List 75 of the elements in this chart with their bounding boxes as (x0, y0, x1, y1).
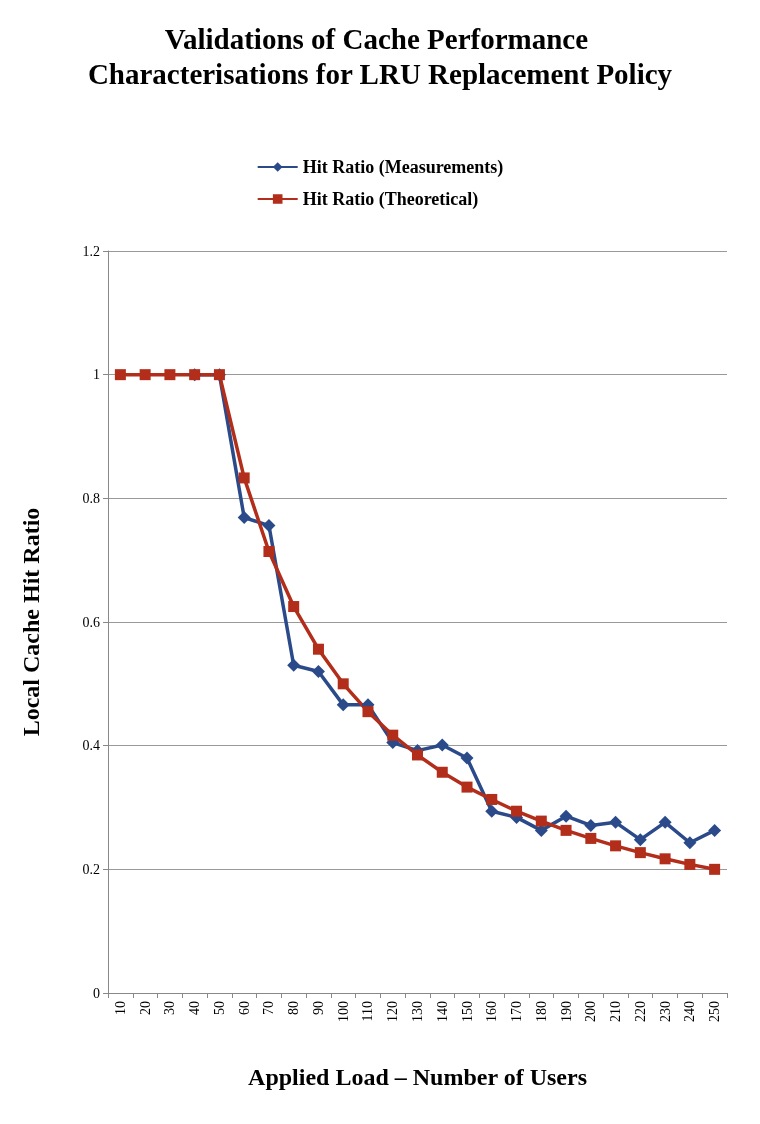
point (559, 809, 573, 823)
y-tick-label: 0 (93, 985, 100, 1001)
x-tick-label: 110 (360, 1001, 376, 1022)
point (312, 643, 324, 655)
point (362, 706, 374, 718)
x-tick-label: 180 (533, 1001, 549, 1022)
legend-label: Hit Ratio (Theoretical) (302, 189, 479, 210)
chart-title: Validations of Cache Performance Characterisations for LRU Replacement Policy (87, 22, 673, 90)
point (114, 369, 126, 381)
point (387, 729, 399, 741)
point (486, 793, 498, 805)
point (287, 658, 301, 672)
x-tick-label: 160 (484, 1001, 500, 1022)
point (560, 824, 572, 836)
x-tick-label: 240 (682, 1001, 698, 1022)
legend-label: Hit Ratio (Measurements) (302, 157, 504, 178)
y-tick-label: 1.2 (82, 243, 100, 259)
x-tick-label: 80 (286, 1001, 302, 1015)
x-tick-label: 130 (410, 1001, 425, 1022)
y-tick-label: 0.6 (82, 614, 100, 630)
point (634, 847, 646, 859)
point (262, 519, 276, 533)
x-tick-label: 50 (211, 1001, 227, 1015)
y-tick-label: 0.8 (82, 490, 100, 506)
x-tick-label: 100 (335, 1001, 351, 1022)
point (461, 781, 473, 793)
y-tick-label: 0.4 (82, 738, 100, 754)
point (139, 369, 151, 381)
x-tick-label: 220 (632, 1001, 648, 1022)
point (485, 804, 499, 818)
point (460, 751, 474, 765)
x-tick-label: 40 (187, 1001, 203, 1015)
x-tick-label: 20 (137, 1001, 153, 1015)
x-tick-label: 230 (657, 1001, 673, 1022)
x-tick-label: 190 (558, 1001, 574, 1022)
x-axis-title: Applied Load – Number of Users (248, 1064, 587, 1090)
point (263, 546, 275, 558)
x-tick-label: 120 (385, 1001, 401, 1022)
x-tick-label: 170 (509, 1001, 525, 1022)
y-axis-title: Local Cache Hit Ratio (18, 507, 44, 737)
point (708, 823, 722, 837)
point (585, 832, 597, 844)
point (412, 749, 423, 761)
y-tick-label: 1 (93, 367, 100, 383)
x-tick-label: 30 (162, 1001, 178, 1015)
point (337, 678, 349, 690)
point (658, 815, 672, 829)
x-tick-label: 250 (707, 1001, 723, 1022)
y-tick-label: 0.2 (82, 861, 100, 877)
point (535, 815, 547, 827)
point (511, 805, 523, 817)
x-tick-label: 90 (310, 1001, 326, 1015)
point (659, 853, 671, 865)
point (436, 766, 448, 778)
point (237, 511, 251, 524)
x-tick-label: 200 (583, 1001, 599, 1022)
point (709, 863, 721, 875)
x-tick-label: 10 (112, 1001, 128, 1015)
point (610, 840, 622, 852)
point (633, 833, 647, 847)
x-tick-label: 60 (236, 1001, 252, 1015)
x-tick-label: 140 (434, 1001, 450, 1022)
point (435, 738, 449, 752)
x-tick-label: 210 (608, 1001, 624, 1022)
point (683, 836, 697, 850)
point (238, 472, 250, 484)
point (336, 698, 350, 712)
point (584, 818, 598, 832)
x-tick-label: 150 (459, 1001, 475, 1022)
point (164, 369, 176, 381)
x-tick-label: 70 (261, 1001, 277, 1015)
point (288, 601, 300, 613)
point (684, 858, 696, 870)
point (311, 664, 325, 678)
point (609, 815, 623, 829)
